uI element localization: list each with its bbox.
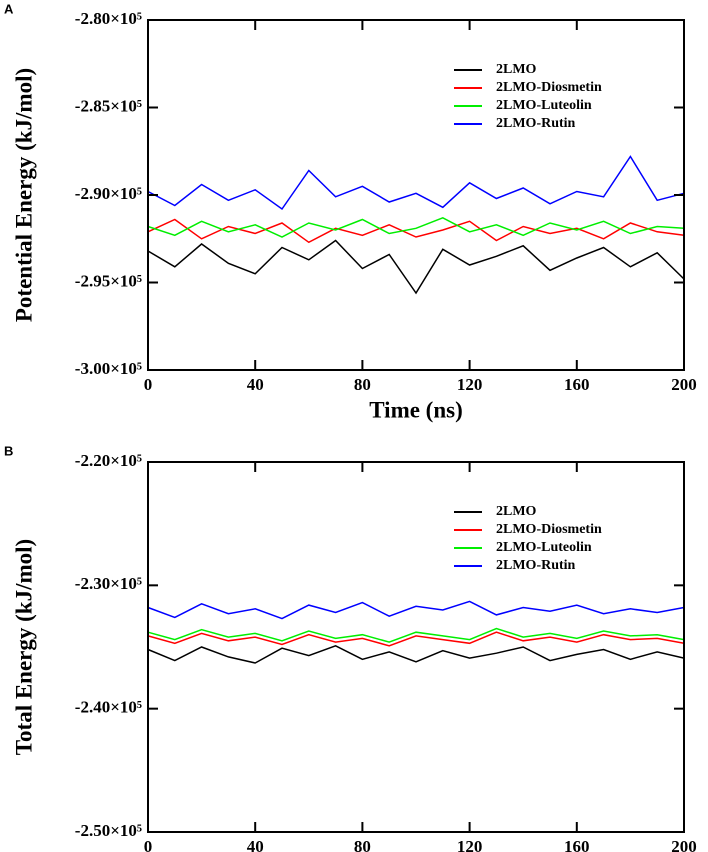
x-tick-label: 80 xyxy=(354,375,371,394)
panel: A -3.00×10⁵ -2.95×10⁵ -2.90×10⁵ -2.85×10⁵ -2.… xyxy=(4,1,697,422)
series-line xyxy=(147,216,685,238)
x-tick-label: 160 xyxy=(564,837,590,852)
y-tick-label: -2.40×10⁵ xyxy=(75,698,142,717)
legend-label: 2LMO-Rutin xyxy=(496,558,576,573)
y-tick-label: -2.90×10⁵ xyxy=(75,184,142,203)
y-tick-label: -2.20×10⁵ xyxy=(75,451,142,470)
panel: B -2.50×10⁵ -2.40×10⁵ -2.30×10⁵ -2.20×10⁵ 0 40… xyxy=(4,443,697,852)
legend-label: 2LMO-Diosmetin xyxy=(496,80,602,95)
series-line xyxy=(147,644,685,664)
series-line xyxy=(147,218,685,244)
y-axis-title: Potential Energy (kJ/mol) xyxy=(11,68,36,322)
y-tick-label: -2.80×10⁵ xyxy=(75,9,142,28)
x-tick-label: 0 xyxy=(144,375,153,394)
plot-frame xyxy=(147,19,685,371)
x-tick-label: 40 xyxy=(247,375,264,394)
legend-label: 2LMO xyxy=(496,504,537,519)
y-tick-label: -3.00×10⁵ xyxy=(75,359,142,378)
series-line xyxy=(147,600,685,620)
y-axis-title: Total Energy (kJ/mol) xyxy=(11,539,36,755)
y-tick-label: -2.30×10⁵ xyxy=(75,574,142,593)
x-tick-label: 120 xyxy=(457,375,483,394)
y-tick-label: -2.50×10⁵ xyxy=(75,821,142,840)
series-line xyxy=(147,155,685,211)
panel-label: B xyxy=(4,443,13,458)
legend-label: 2LMO-Luteolin xyxy=(496,540,592,555)
legend-label: 2LMO-Diosmetin xyxy=(496,522,602,537)
panel-label: A xyxy=(4,1,14,16)
plot-frame xyxy=(147,461,685,833)
legend-label: 2LMO xyxy=(496,62,537,77)
x-tick-label: 0 xyxy=(144,837,153,852)
legend-label: 2LMO-Luteolin xyxy=(496,98,592,113)
series-line xyxy=(147,631,685,647)
series-line xyxy=(147,627,685,643)
x-tick-label: 80 xyxy=(354,837,371,852)
x-tick-label: 200 xyxy=(671,375,697,394)
x-tick-label: 160 xyxy=(564,375,590,394)
x-axis-title: Time (ns) xyxy=(369,397,463,422)
x-tick-label: 120 xyxy=(457,837,483,852)
series-line xyxy=(147,239,685,295)
y-tick-label: -2.95×10⁵ xyxy=(75,271,142,290)
x-tick-label: 200 xyxy=(671,837,697,852)
x-tick-label: 40 xyxy=(247,837,264,852)
y-tick-label: -2.85×10⁵ xyxy=(75,96,142,115)
legend-label: 2LMO-Rutin xyxy=(496,116,576,131)
